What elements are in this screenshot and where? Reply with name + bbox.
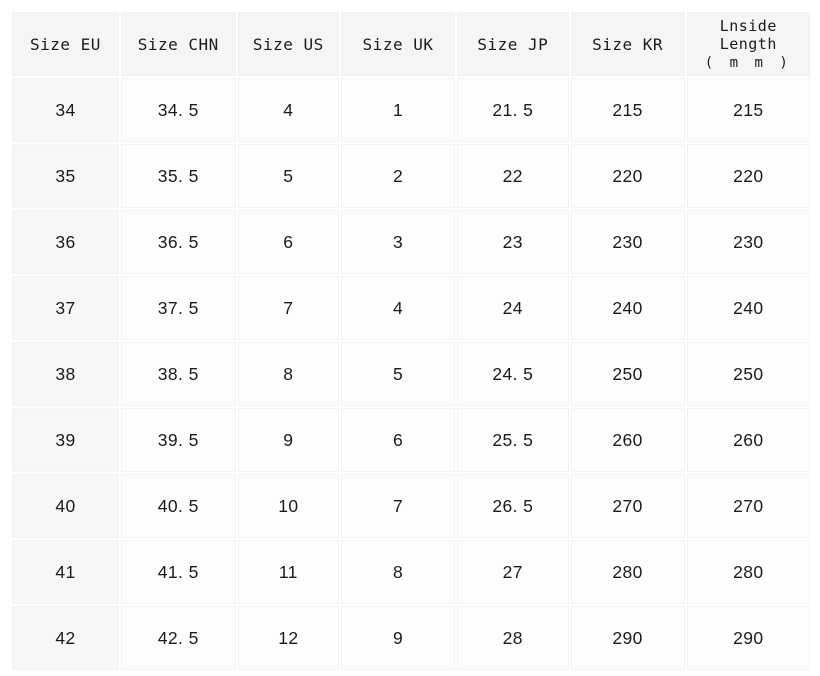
table-cell: 38. 5: [120, 342, 236, 406]
column-header-size-kr: Size KR: [570, 12, 685, 76]
column-header-size-us: Size US: [237, 12, 340, 76]
table-cell: 11: [237, 540, 340, 604]
table-cell: 240: [570, 276, 685, 340]
table-cell: 8: [341, 540, 455, 604]
table-cell: 5: [341, 342, 455, 406]
table-cell: 260: [570, 408, 685, 472]
table-row: 34 34. 5 4 1 21. 5 215 215: [12, 78, 810, 142]
column-header-inside-length-unit: ( m m ): [704, 55, 792, 71]
table-cell: 23: [457, 210, 569, 274]
table-row: 36 36. 5 6 3 23 230 230: [12, 210, 810, 274]
table-cell: 9: [237, 408, 340, 472]
column-header-size-uk: Size UK: [341, 12, 455, 76]
table-cell: 39: [12, 408, 119, 472]
table-cell: 6: [341, 408, 455, 472]
table-cell: 230: [570, 210, 685, 274]
table-row: 39 39. 5 9 6 25. 5 260 260: [12, 408, 810, 472]
table-row: 35 35. 5 5 2 22 220 220: [12, 144, 810, 208]
table-cell: 8: [237, 342, 340, 406]
table-cell: 1: [341, 78, 455, 142]
table-cell: 25. 5: [457, 408, 569, 472]
table-cell: 41: [12, 540, 119, 604]
table-cell: 270: [686, 474, 810, 538]
table-row: 37 37. 5 7 4 24 240 240: [12, 276, 810, 340]
table-cell: 42: [12, 606, 119, 670]
table-cell: 35: [12, 144, 119, 208]
table-cell: 26. 5: [457, 474, 569, 538]
table-cell: 270: [570, 474, 685, 538]
column-header-inside-length: Lnside Length ( m m ): [686, 12, 810, 76]
table-row: 40 40. 5 10 7 26. 5 270 270: [12, 474, 810, 538]
column-header-size-jp: Size JP: [457, 12, 569, 76]
table-cell: 7: [341, 474, 455, 538]
table-cell: 22: [457, 144, 569, 208]
table-row: 38 38. 5 8 5 24. 5 250 250: [12, 342, 810, 406]
table-cell: 21. 5: [457, 78, 569, 142]
table-cell: 38: [12, 342, 119, 406]
column-header-size-chn: Size CHN: [120, 12, 236, 76]
table-cell: 290: [686, 606, 810, 670]
table-row: 42 42. 5 12 9 28 290 290: [12, 606, 810, 670]
table-cell: 40. 5: [120, 474, 236, 538]
size-chart-table: Size EU Size CHN Size US Size UK Size JP…: [10, 10, 812, 672]
table-cell: 41. 5: [120, 540, 236, 604]
table-cell: 36: [12, 210, 119, 274]
table-cell: 260: [686, 408, 810, 472]
table-cell: 37: [12, 276, 119, 340]
table-cell: 28: [457, 606, 569, 670]
table-cell: 34: [12, 78, 119, 142]
table-cell: 220: [570, 144, 685, 208]
table-cell: 5: [237, 144, 340, 208]
table-cell: 24. 5: [457, 342, 569, 406]
table-cell: 4: [341, 276, 455, 340]
table-cell: 42. 5: [120, 606, 236, 670]
table-cell: 36. 5: [120, 210, 236, 274]
table-cell: 37. 5: [120, 276, 236, 340]
table-body: 34 34. 5 4 1 21. 5 215 215 35 35. 5 5 2 22 220 220 36 3…: [12, 78, 810, 670]
table-cell: 40: [12, 474, 119, 538]
table-cell: 215: [686, 78, 810, 142]
table-cell: 4: [237, 78, 340, 142]
table-cell: 27: [457, 540, 569, 604]
table-cell: 7: [237, 276, 340, 340]
table-cell: 9: [341, 606, 455, 670]
table-cell: 280: [570, 540, 685, 604]
table-cell: 10: [237, 474, 340, 538]
table-cell: 215: [570, 78, 685, 142]
table-cell: 34. 5: [120, 78, 236, 142]
table-cell: 250: [686, 342, 810, 406]
column-header-size-eu: Size EU: [12, 12, 119, 76]
table-cell: 230: [686, 210, 810, 274]
table-cell: 24: [457, 276, 569, 340]
table-cell: 280: [686, 540, 810, 604]
table-cell: 12: [237, 606, 340, 670]
table-cell: 290: [570, 606, 685, 670]
table-cell: 250: [570, 342, 685, 406]
table-cell: 39. 5: [120, 408, 236, 472]
table-cell: 35. 5: [120, 144, 236, 208]
table-cell: 240: [686, 276, 810, 340]
table-row: 41 41. 5 11 8 27 280 280: [12, 540, 810, 604]
table-cell: 3: [341, 210, 455, 274]
column-header-inside-length-label: Lnside Length: [719, 17, 777, 53]
table-cell: 6: [237, 210, 340, 274]
table-cell: 220: [686, 144, 810, 208]
table-cell: 2: [341, 144, 455, 208]
table-header-row: Size EU Size CHN Size US Size UK Size JP…: [12, 12, 810, 76]
